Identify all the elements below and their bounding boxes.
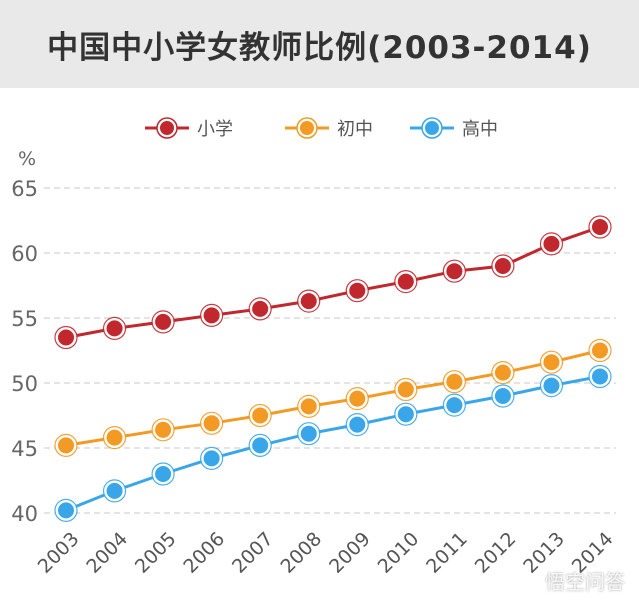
series-line [65, 225, 601, 339]
legend-marker [160, 121, 174, 135]
data-point [543, 377, 560, 394]
legend-label: 小学 [197, 119, 233, 140]
x-tick-label: 2006 [179, 528, 229, 578]
x-tick-label: 2008 [277, 528, 327, 578]
y-tick-label: 45 [11, 437, 38, 461]
data-point [349, 390, 366, 407]
y-tick-label: 65 [11, 177, 38, 201]
data-point [494, 364, 511, 381]
y-tick-label: 40 [11, 502, 38, 526]
series-line [65, 349, 601, 447]
data-point [446, 263, 463, 280]
data-point [349, 282, 366, 299]
data-point [155, 466, 172, 482]
data-point [494, 258, 511, 274]
x-tick-label: 2010 [374, 528, 424, 578]
x-tick-label: 2009 [325, 528, 375, 578]
data-point [592, 342, 608, 359]
data-point [203, 415, 220, 432]
data-point [106, 482, 123, 499]
data-point [300, 425, 317, 442]
watermark-logo: 悟空问答 [545, 570, 625, 594]
data-point [543, 235, 560, 252]
x-tick-label: 2003 [34, 528, 84, 578]
data-point [349, 416, 366, 433]
x-tick-label: 2011 [422, 528, 472, 578]
y-tick-label: 50 [11, 372, 38, 396]
y-tick-label: 55 [11, 307, 38, 331]
data-point [58, 329, 74, 346]
data-point [58, 502, 74, 519]
data-point [252, 407, 269, 424]
x-tick-label: 2005 [131, 528, 181, 578]
chart-title: 中国中小学女教师比例(2003-2014) [47, 29, 592, 66]
data-point [106, 320, 123, 337]
data-point [155, 313, 172, 330]
data-point [446, 397, 463, 414]
legend-marker [300, 121, 314, 135]
data-point [106, 429, 123, 446]
title-band: 中国中小学女教师比例(2003-2014) [0, 0, 639, 88]
data-point [592, 368, 608, 385]
series-line [65, 375, 601, 512]
data-point [252, 437, 269, 454]
legend-label: 高中 [462, 119, 498, 140]
data-point [494, 388, 511, 404]
data-point [203, 450, 220, 467]
data-point [252, 300, 269, 317]
x-tick-label: 2007 [228, 528, 278, 578]
data-point [543, 354, 560, 371]
data-point [446, 373, 463, 390]
x-tick-label: 2012 [471, 528, 521, 578]
y-axis-label: % [18, 148, 36, 170]
data-point [300, 398, 317, 415]
legend-label: 初中 [337, 119, 373, 140]
x-tick-label: 2004 [82, 528, 132, 578]
data-point [397, 381, 414, 398]
data-point [397, 406, 414, 423]
data-point [155, 421, 172, 438]
y-tick-label: 60 [11, 242, 38, 266]
data-point [300, 293, 317, 310]
data-point [58, 437, 74, 454]
legend-marker [425, 121, 439, 135]
data-point [203, 307, 220, 324]
data-point [397, 273, 414, 290]
data-point [592, 219, 608, 235]
